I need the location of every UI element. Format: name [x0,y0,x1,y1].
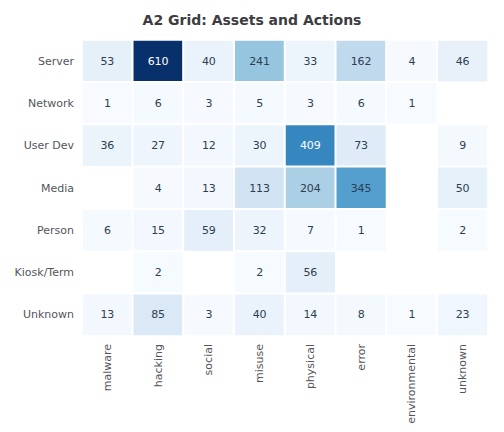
svg-text:15: 15 [151,224,165,237]
svg-text:hacking: hacking [152,344,165,387]
svg-text:59: 59 [202,224,216,237]
svg-text:53: 53 [100,55,114,68]
svg-text:environmental: environmental [405,344,418,424]
svg-text:1: 1 [408,97,415,110]
svg-text:13: 13 [202,182,216,195]
svg-text:9: 9 [459,139,466,152]
svg-text:40: 40 [253,308,267,321]
svg-text:3: 3 [205,308,212,321]
svg-text:6: 6 [155,97,162,110]
svg-text:error: error [355,344,368,371]
svg-text:30: 30 [253,139,267,152]
svg-text:unknown: unknown [456,344,469,394]
svg-text:36: 36 [100,139,114,152]
svg-text:13: 13 [100,308,114,321]
svg-text:2: 2 [256,266,263,279]
svg-text:33: 33 [303,55,317,68]
svg-text:Person: Person [37,224,74,237]
svg-text:27: 27 [151,139,165,152]
svg-text:Media: Media [41,182,74,195]
svg-text:1: 1 [408,308,415,321]
svg-text:social: social [202,344,215,375]
svg-text:204: 204 [300,182,321,195]
svg-text:610: 610 [148,55,169,68]
svg-text:6: 6 [104,224,111,237]
svg-text:Server: Server [38,55,75,68]
svg-text:5: 5 [256,97,263,110]
svg-text:A2 Grid: Assets and Actions: A2 Grid: Assets and Actions [143,12,362,28]
svg-text:162: 162 [351,55,372,68]
svg-text:14: 14 [303,308,317,321]
svg-text:113: 113 [249,182,270,195]
svg-text:12: 12 [202,139,216,152]
svg-text:2: 2 [155,266,162,279]
svg-text:3: 3 [205,97,212,110]
svg-text:1: 1 [104,97,111,110]
svg-text:56: 56 [303,266,317,279]
svg-text:Kiosk/Term: Kiosk/Term [15,266,74,279]
svg-text:345: 345 [351,182,372,195]
svg-text:1: 1 [358,224,365,237]
svg-text:85: 85 [151,308,165,321]
svg-text:3: 3 [307,97,314,110]
svg-text:4: 4 [155,182,162,195]
svg-text:23: 23 [456,308,470,321]
svg-text:misuse: misuse [253,344,266,383]
svg-text:malware: malware [101,344,114,392]
svg-text:409: 409 [300,139,321,152]
svg-text:6: 6 [358,97,365,110]
svg-text:8: 8 [358,308,365,321]
svg-text:73: 73 [354,139,368,152]
svg-text:241: 241 [249,55,270,68]
svg-text:32: 32 [253,224,267,237]
svg-text:40: 40 [202,55,216,68]
svg-text:46: 46 [456,55,470,68]
svg-text:Network: Network [28,97,75,110]
svg-text:User Dev: User Dev [24,139,75,152]
svg-text:4: 4 [408,55,415,68]
svg-text:50: 50 [456,182,470,195]
svg-text:2: 2 [459,224,466,237]
svg-text:7: 7 [307,224,314,237]
svg-text:physical: physical [304,344,317,389]
svg-text:Unknown: Unknown [23,308,74,321]
